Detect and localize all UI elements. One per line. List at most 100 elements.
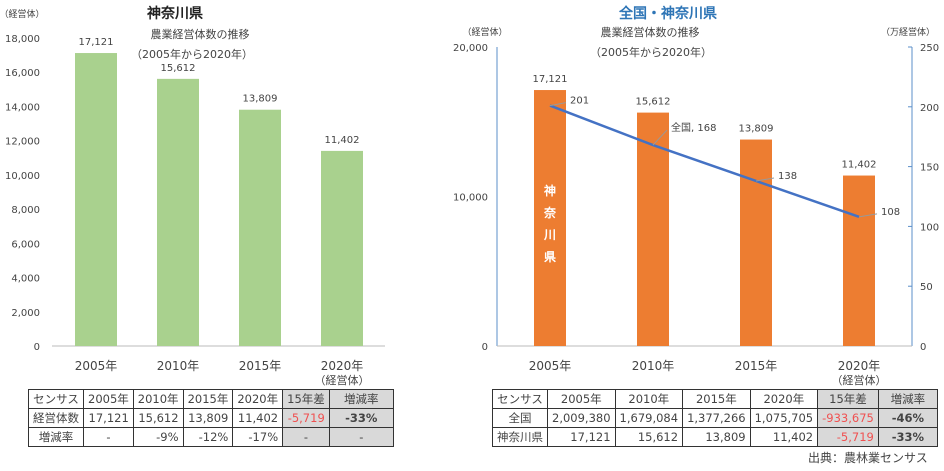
data-label: 15,612: [636, 97, 671, 108]
cell: -33%: [328, 408, 394, 428]
source-note: 出典：農林業センサス: [808, 451, 928, 465]
cell: 13,809: [682, 427, 751, 447]
bar: [534, 90, 566, 347]
cell: 11,402: [232, 408, 284, 428]
bar: [157, 78, 199, 347]
y-tick-label: 14,000: [5, 102, 40, 113]
leader-line: [755, 177, 775, 182]
cell: 1,679,084: [614, 408, 684, 428]
y-tick-label: 10,000: [5, 171, 40, 182]
cell: 増減率: [877, 389, 938, 409]
table-right: センサス 2005年 2010年 2015年 2020年 15年差 増減率 全国 2,009,…: [492, 389, 938, 447]
cell: センサス: [28, 389, 84, 409]
x-unit-label: （経営体）: [832, 373, 887, 387]
y-tick-label: 6,000: [11, 239, 40, 250]
x-tick-label: 2020年: [321, 359, 364, 373]
cell: 17,121: [547, 427, 616, 447]
cell: -46%: [877, 408, 938, 428]
cell: 13,809: [182, 408, 234, 428]
table-row: 神奈川県 17,121 15,612 13,809 11,402 -5,719 -33%: [492, 427, 938, 447]
cell: -: [83, 427, 134, 447]
y-tick-label: 18,000: [5, 34, 40, 45]
cell: 15,612: [132, 408, 184, 428]
cell: 15,612: [614, 427, 684, 447]
chart-subtitle: （2005年から2020年）: [131, 47, 253, 61]
bar: [239, 109, 281, 346]
y-axis-label: （経営体）: [0, 8, 45, 20]
bar: [637, 112, 669, 346]
table-row: 経営体数 17,121 15,612 13,809 11,402 -5,719 -33%: [28, 408, 394, 428]
cell: -: [282, 427, 330, 447]
bar: [740, 139, 772, 346]
y-tick-label: 0: [482, 342, 488, 353]
series-label: 県: [544, 250, 556, 264]
y2-tick-label: 200: [920, 103, 939, 114]
data-label: 13,809: [243, 94, 278, 105]
table-row: 全国 2,009,380 1,679,084 1,377,266 1,075,705 -9…: [492, 408, 938, 428]
cell: 経営体数: [28, 408, 84, 428]
leader-line: [858, 213, 878, 218]
cell: 17,121: [83, 408, 134, 428]
y2-tick-label: 0: [920, 342, 926, 353]
leader-line: [652, 129, 668, 146]
cell: 2010年: [132, 389, 184, 409]
y2-tick-label: 100: [920, 222, 939, 233]
chart-subtitle: 農業経営体数の推移: [601, 25, 700, 39]
data-label: 15,612: [161, 63, 196, 74]
y-tick-label: 12,000: [5, 137, 40, 148]
cell: 11,402: [749, 427, 819, 447]
x-tick-label: 2005年: [529, 359, 572, 373]
cell: 神奈川県: [492, 427, 548, 447]
x-tick-label: 2005年: [75, 359, 118, 373]
cell: -33%: [877, 427, 938, 447]
y2-tick-label: 250: [920, 43, 939, 54]
cell: 15年差: [817, 389, 879, 409]
table-header: センサス 2005年 2010年 2015年 2020年 15年差 増減率: [28, 389, 394, 409]
cell: 2,009,380: [547, 408, 616, 428]
cell: 2020年: [232, 389, 284, 409]
data-label: 11,402: [325, 135, 360, 146]
leader-line: [549, 102, 567, 107]
chart-title: 神奈川県: [147, 5, 203, 22]
data-label: 13,809: [739, 124, 774, 135]
y-tick-label: 10,000: [453, 193, 488, 204]
x-unit-label: （経営体）: [315, 373, 370, 387]
cell: 全国: [492, 408, 548, 428]
cell: -: [328, 427, 394, 447]
cell: 2005年: [83, 389, 134, 409]
cell: センサス: [492, 389, 548, 409]
x-tick-label: 2020年: [838, 359, 881, 373]
x-tick-label: 2010年: [632, 359, 675, 373]
line-series: [549, 104, 860, 219]
cell: 1,377,266: [682, 408, 751, 428]
data-label: 11,402: [842, 160, 877, 171]
y-tick-label: 8,000: [11, 205, 40, 216]
bar: [843, 175, 875, 346]
cell: -9%: [132, 427, 184, 447]
y-tick-label: 20,000: [453, 43, 488, 54]
table-header: センサス 2005年 2010年 2015年 2020年 15年差 増減率: [492, 389, 938, 409]
line-data-label: 201: [570, 96, 589, 107]
y2-axis-label: （万経営体）: [881, 26, 935, 38]
y2-tick-label: 150: [920, 163, 939, 174]
cell: -933,675: [817, 408, 879, 428]
cell: 2020年: [749, 389, 819, 409]
table-left: センサス 2005年 2010年 2015年 2020年 15年差 増減率 経営体数 17,1…: [28, 389, 394, 447]
y-tick-label: 2,000: [11, 308, 40, 319]
line-data-label: 全国, 168: [671, 121, 716, 134]
cell: 15年差: [282, 389, 330, 409]
y-axis-label: （経営体）: [462, 26, 507, 38]
cell: -5,719: [817, 427, 879, 447]
x-tick-label: 2015年: [239, 359, 282, 373]
chart-subtitle: 農業経営体数の推移: [151, 27, 250, 41]
cell: 1,075,705: [749, 408, 819, 428]
x-tick-label: 2015年: [735, 359, 778, 373]
bar: [75, 53, 117, 346]
series-label: 神: [544, 183, 556, 198]
table-row: 増減率 - -9% -12% -17% - -: [28, 427, 394, 447]
cell: 増減率: [328, 389, 394, 409]
cell: 2015年: [182, 389, 234, 409]
cell: 2010年: [614, 389, 684, 409]
y2-tick-label: 50: [920, 282, 933, 293]
cell: -17%: [232, 427, 284, 447]
